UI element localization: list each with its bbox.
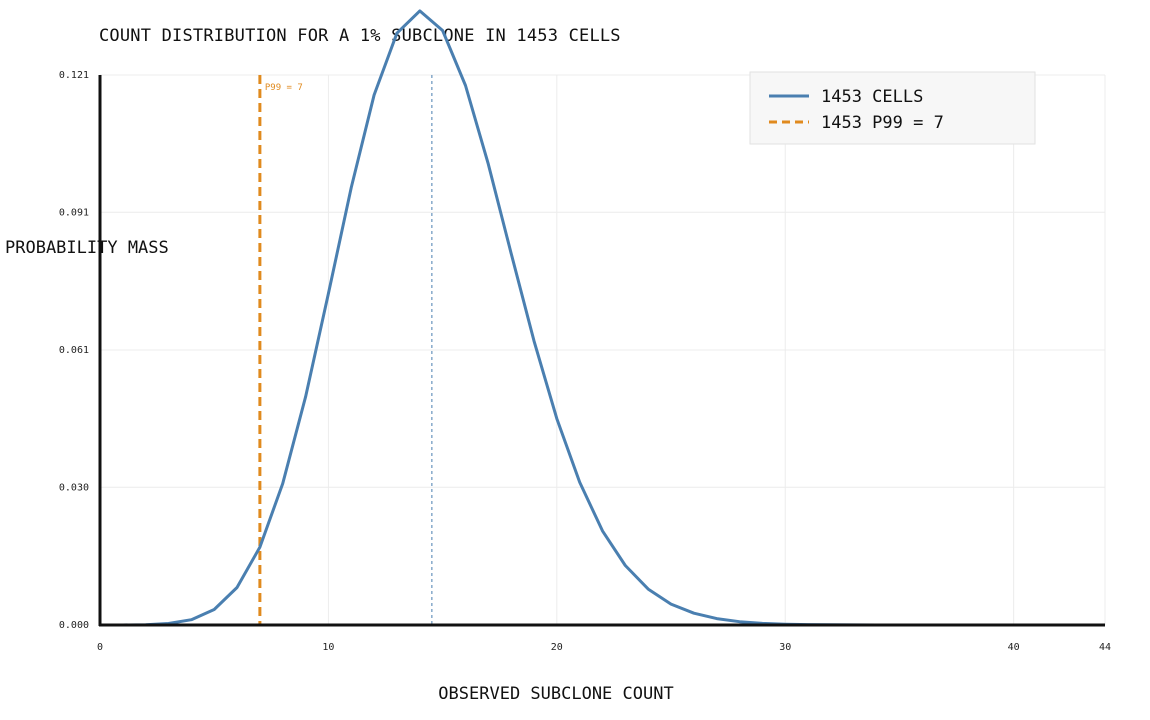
x-tick-label: 20 bbox=[551, 642, 563, 653]
x-tick-label: 0 bbox=[97, 642, 103, 653]
x-tick-labels: 0 10 20 30 40 44 bbox=[97, 642, 1111, 653]
x-tick-label: 40 bbox=[1008, 642, 1020, 653]
legend-box bbox=[749, 71, 1036, 145]
grid bbox=[99, 74, 1106, 626]
x-tick-label: 44 bbox=[1099, 642, 1111, 653]
x-tick-label: 10 bbox=[322, 642, 334, 653]
x-axis-label: OBSERVED SUBCLONE COUNT bbox=[438, 684, 673, 704]
y-axis-label: PROBABILITY MASS bbox=[5, 238, 169, 258]
x-tick-label: 30 bbox=[779, 642, 791, 653]
y-tick-label: 0.061 bbox=[59, 345, 89, 356]
y-tick-label: 0.121 bbox=[59, 70, 89, 81]
threshold-annotation: P99 = 7 bbox=[265, 83, 303, 93]
y-tick-labels: 0.000 0.030 0.061 0.091 0.121 bbox=[59, 70, 89, 631]
legend: 1453 CELLS 1453 P99 = 7 bbox=[749, 71, 1036, 145]
chart-title: COUNT DISTRIBUTION FOR A 1% SUBCLONE IN … bbox=[99, 26, 621, 46]
y-tick-label: 0.091 bbox=[59, 207, 89, 218]
legend-label-threshold: 1453 P99 = 7 bbox=[821, 113, 944, 133]
y-tick-label: 0.030 bbox=[59, 482, 89, 493]
threshold-group: P99 = 7 bbox=[258, 75, 303, 625]
axes bbox=[98, 75, 1105, 627]
legend-label-series: 1453 CELLS bbox=[821, 87, 923, 107]
y-tick-label: 0.000 bbox=[59, 620, 89, 631]
